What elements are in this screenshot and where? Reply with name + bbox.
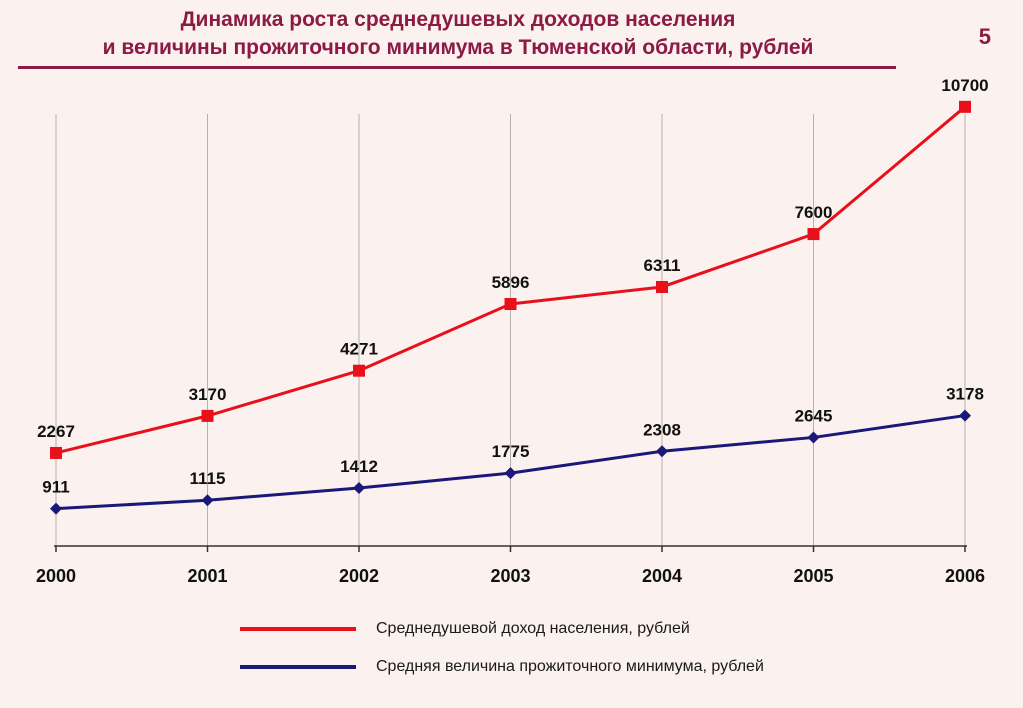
data-label-subsistence-2002: 1412: [340, 457, 378, 476]
data-label-income-2002: 4271: [340, 340, 378, 359]
x-tick-label-2003: 2003: [490, 566, 530, 586]
x-tick-label-2004: 2004: [642, 566, 682, 586]
legend-label-subsistence: Средняя величина прожиточного минимума, …: [376, 658, 764, 675]
legend-swatch-subsistence: [240, 665, 356, 669]
legend-item-subsistence: Средняя величина прожиточного минимума, …: [240, 648, 764, 686]
marker-subsistence-2006: [959, 409, 971, 422]
marker-subsistence-2001: [201, 494, 214, 507]
legend-swatch-income: [240, 627, 356, 631]
data-label-subsistence-2001: 1115: [190, 469, 226, 488]
chart-title-line-1: Динамика роста среднедушевых доходов нас…: [180, 8, 736, 31]
data-label-subsistence-2005: 2645: [795, 406, 833, 425]
marker-subsistence-2000: [50, 502, 62, 515]
line-chart: 2000 2001 2002 2003 2004 2005 2006 2267 3170 4271…: [36, 76, 989, 586]
x-tick-label-2000: 2000: [36, 566, 76, 586]
data-label-income-2006: 10700: [941, 76, 988, 95]
data-label-income-2003: 5896: [492, 273, 530, 292]
x-tick-label-2001: 2001: [187, 566, 227, 586]
data-label-income-2001: 3170: [189, 385, 227, 404]
chart-title-line-2: и величины прожиточного минимума в Тюмен…: [102, 36, 814, 59]
data-label-subsistence-2004: 2308: [643, 420, 681, 439]
page-number: 5: [978, 24, 991, 49]
marker-income-2001: [201, 409, 214, 422]
legend-label-income: Среднедушевой доход населения, рублей: [376, 620, 690, 637]
data-label-subsistence-2000: 911: [42, 478, 69, 497]
marker-subsistence-2003: [504, 467, 517, 480]
marker-income-2002: [353, 364, 365, 377]
legend-item-income: Среднедушевой доход населения, рублей: [240, 610, 764, 648]
marker-income-2000: [50, 446, 62, 459]
marker-subsistence-2005: [807, 431, 820, 444]
data-label-income-2005: 7600: [795, 203, 833, 222]
marker-subsistence-2004: [656, 445, 668, 458]
data-label-subsistence-2003: 1775: [492, 442, 530, 461]
data-label-income-2000: 2267: [37, 422, 75, 441]
data-label-income-2004: 6311: [644, 256, 681, 275]
chart-legend: Среднедушевой доход населения, рублей Ср…: [240, 610, 764, 686]
x-tick-label-2005: 2005: [793, 566, 833, 586]
marker-income-2004: [656, 280, 668, 293]
x-tick-label-2006: 2006: [945, 566, 985, 586]
marker-income-2005: [807, 228, 820, 241]
marker-income-2003: [504, 298, 517, 311]
data-label-subsistence-2006: 3178: [946, 385, 984, 404]
title-underline: [18, 66, 896, 69]
chart-title: Динамика роста среднедушевых доходов нас…: [20, 6, 896, 62]
marker-subsistence-2002: [353, 482, 365, 495]
marker-income-2006: [959, 100, 971, 113]
x-tick-label-2002: 2002: [339, 566, 379, 586]
